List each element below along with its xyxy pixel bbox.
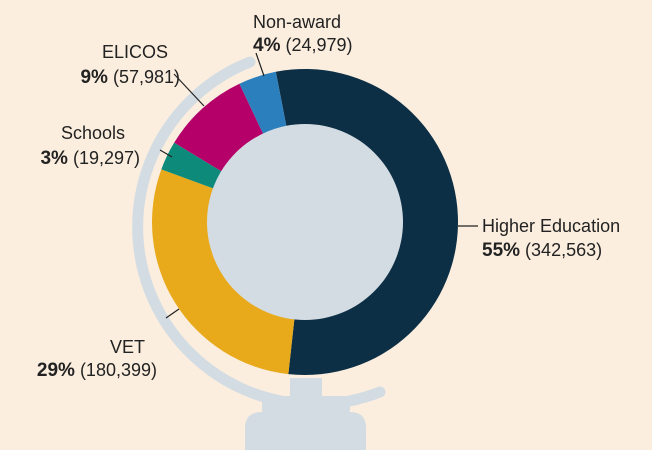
category-label: Higher Education: [482, 216, 620, 236]
stand-collar: [262, 396, 350, 414]
page: {"chart_data": {"type": "donut", "catego…: [0, 0, 652, 450]
value-label: 29% (180,399): [37, 360, 157, 381]
percent-label: 3%: [40, 148, 68, 169]
value-label: 4% (24,979): [253, 35, 353, 56]
percent-label: 29%: [37, 360, 75, 381]
donut-hole: [207, 124, 403, 320]
category-label: Schools: [61, 123, 125, 143]
value-label: 3% (19,297): [40, 148, 140, 169]
value-label: 9% (57,981): [80, 67, 180, 88]
percent-label: 55%: [482, 240, 520, 261]
count-label: (342,563): [525, 240, 602, 260]
count-label: (180,399): [80, 360, 157, 380]
count-label: (57,981): [113, 67, 180, 87]
value-label: 55% (342,563): [482, 240, 602, 261]
chart: Higher Education 55% (342,563) VET 29% (180…: [0, 0, 652, 450]
percent-label: 9%: [80, 67, 108, 88]
category-label: VET: [110, 337, 145, 357]
count-label: (24,979): [285, 35, 352, 55]
category-label: Non-award: [253, 12, 341, 32]
count-label: (19,297): [73, 148, 140, 168]
category-label: ELICOS: [102, 42, 168, 62]
stand-base: [245, 412, 366, 450]
percent-label: 4%: [253, 35, 281, 56]
